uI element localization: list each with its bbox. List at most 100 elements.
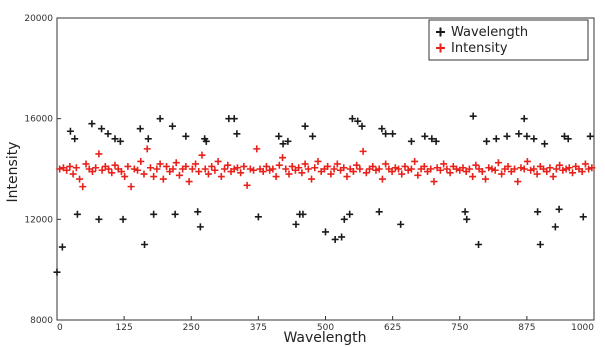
data-point — [559, 166, 567, 174]
data-point — [98, 125, 106, 133]
data-point — [301, 160, 309, 168]
data-point — [588, 164, 596, 172]
x-tick-label: 375 — [250, 323, 267, 333]
data-point — [124, 162, 132, 170]
data-point — [63, 166, 71, 174]
data-point — [69, 170, 77, 178]
data-point — [146, 164, 154, 172]
data-point — [279, 140, 287, 148]
data-point — [375, 165, 383, 173]
data-point — [311, 164, 319, 172]
data-point — [282, 165, 290, 173]
data-point — [159, 175, 167, 183]
data-point — [79, 183, 87, 191]
data-point — [348, 115, 356, 123]
data-point — [579, 213, 587, 221]
x-tick-label: 250 — [183, 323, 200, 333]
data-point — [140, 170, 148, 178]
data-point — [327, 170, 335, 178]
data-point — [104, 130, 112, 138]
data-point — [494, 159, 502, 167]
data-point — [150, 210, 158, 218]
data-point — [299, 210, 307, 218]
data-point — [95, 215, 103, 223]
series-intensity — [56, 145, 596, 191]
data-point — [461, 208, 469, 216]
data-point — [108, 169, 116, 177]
data-point — [233, 164, 241, 172]
data-point — [356, 165, 364, 173]
data-point — [492, 135, 500, 143]
data-point — [285, 170, 293, 178]
data-point — [586, 132, 594, 140]
data-point — [182, 132, 190, 140]
data-point — [262, 162, 270, 170]
data-point — [73, 210, 81, 218]
data-point — [243, 181, 251, 189]
data-point — [76, 175, 84, 183]
data-point — [188, 165, 196, 173]
data-point — [556, 161, 564, 169]
data-point — [116, 137, 124, 145]
data-point — [530, 165, 538, 173]
data-point — [266, 166, 274, 174]
data-point — [488, 165, 496, 173]
data-point — [569, 169, 577, 177]
data-point — [533, 170, 541, 178]
data-point — [98, 166, 106, 174]
data-point — [250, 166, 258, 174]
x-tick-label: 0 — [57, 323, 63, 333]
data-point — [520, 115, 528, 123]
data-point — [353, 161, 361, 169]
x-axis-title: Wavelength — [283, 330, 366, 346]
data-point — [432, 137, 440, 145]
data-point — [459, 164, 467, 172]
y-axis-title: Intensity — [5, 142, 21, 203]
data-point — [111, 135, 119, 143]
data-point — [121, 173, 129, 181]
data-point — [82, 160, 90, 168]
data-point — [414, 171, 422, 179]
data-point — [560, 132, 568, 140]
data-point — [308, 175, 316, 183]
legend-marker-intensity — [436, 43, 445, 53]
data-point — [92, 164, 100, 172]
data-point — [338, 233, 346, 241]
data-point — [523, 157, 531, 165]
data-point — [520, 165, 528, 173]
data-point — [349, 168, 357, 176]
data-point — [111, 161, 119, 169]
data-point — [175, 171, 183, 179]
data-point — [483, 137, 491, 145]
data-point — [530, 135, 538, 143]
data-point — [130, 165, 138, 173]
data-points — [53, 112, 596, 276]
data-point — [72, 164, 80, 172]
data-point — [578, 168, 586, 176]
data-point — [340, 164, 348, 172]
legend: Wavelength Intensity — [428, 19, 589, 61]
data-point — [214, 157, 222, 165]
data-point — [66, 162, 74, 170]
data-point — [88, 120, 96, 128]
data-point — [498, 170, 506, 178]
data-point — [333, 160, 341, 168]
data-point — [275, 132, 283, 140]
data-point — [543, 168, 551, 176]
data-point — [143, 145, 151, 153]
data-point — [246, 165, 254, 173]
data-point — [427, 165, 435, 173]
data-point — [343, 173, 351, 181]
data-point — [564, 135, 572, 143]
axis-ticks: 0 125 250 375 500 625 750 875 1000 8000 12000 16000… — [24, 14, 595, 333]
data-point — [411, 157, 419, 165]
data-point — [465, 165, 473, 173]
data-point — [420, 162, 428, 170]
data-point — [150, 173, 158, 181]
data-point — [88, 168, 96, 176]
x-tick-label: 500 — [317, 323, 334, 333]
data-point — [136, 125, 144, 133]
data-point — [382, 160, 390, 168]
data-point — [443, 165, 451, 173]
